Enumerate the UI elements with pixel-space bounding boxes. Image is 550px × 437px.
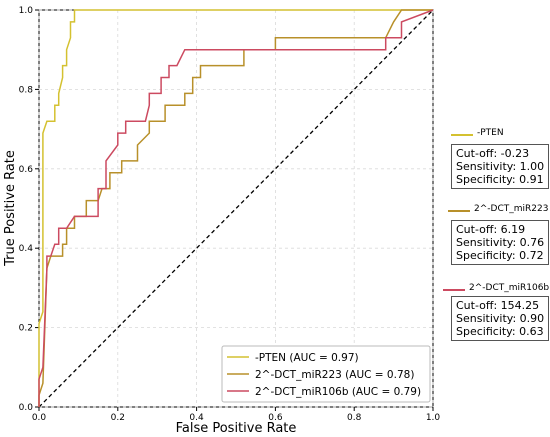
pten-cutoff: Cut-off: -0.23	[456, 147, 530, 160]
y-tick-label: 0.8	[19, 85, 34, 95]
mir223-sensitivity: Sensitivity: 0.76	[456, 236, 545, 249]
legend: -PTEN (AUC = 0.97) 2^-DCT_miR223 (AUC = 0…	[221, 345, 431, 403]
x-tick-label: 1.0	[426, 413, 441, 423]
y-ticks: 0.0 0.2 0.4 0.6 0.8 1.0	[19, 6, 39, 413]
x-tick-label: 0.2	[111, 413, 125, 423]
y-tick-label: 0.2	[19, 324, 33, 334]
mir106b-legend-line	[443, 289, 465, 291]
mir106b-cutoff-box: Cut-off: 154.25 Sensitivity: 0.90 Specif…	[451, 296, 550, 341]
mir223-cutoff-box: Cut-off: 6.19 Sensitivity: 0.76 Specific…	[451, 220, 550, 265]
x-tick-label: 0.8	[347, 413, 362, 423]
y-tick-label: 1.0	[19, 6, 34, 16]
x-axis-label: False Positive Rate	[176, 421, 297, 436]
pten-sensitivity: Sensitivity: 1.00	[456, 160, 545, 173]
mir106b-specificity: Specificity: 0.63	[456, 325, 544, 338]
mir223-legend-line	[448, 210, 470, 212]
mir106b-sensitivity: Sensitivity: 0.90	[456, 312, 545, 325]
mir223-specificity: Specificity: 0.72	[456, 249, 544, 262]
roc-curve-1	[38, 9, 433, 407]
pten-specificity: Specificity: 0.91	[456, 173, 544, 186]
legend-entry-label: 2^-DCT_miR106b (AUC = 0.79)	[255, 386, 421, 398]
x-tick-label: 0.4	[189, 413, 204, 423]
pten-cutoff-box: Cut-off: -0.23 Sensitivity: 1.00 Specifi…	[451, 144, 550, 189]
mir106b-cutoff: Cut-off: 154.25	[456, 299, 540, 312]
x-ticks: 0.0 0.2 0.4 0.6 0.8 1.0	[32, 407, 441, 423]
roc-curve-0	[38, 9, 433, 407]
diagonal-reference-line	[38, 9, 434, 408]
roc-curve-2	[38, 9, 434, 407]
y-axis-label: True Positive Rate	[3, 150, 18, 267]
y-tick-label: 0.6	[19, 165, 34, 175]
roc-series	[38, 9, 434, 407]
x-tick-label: 0.6	[268, 413, 283, 423]
legend-box	[221, 345, 431, 403]
y-tick-label: 0.4	[19, 244, 34, 254]
mir223-cutoff: Cut-off: 6.19	[456, 223, 526, 236]
legend-entry-label: -PTEN (AUC = 0.97)	[255, 352, 359, 364]
y-tick-label: 0.0	[19, 403, 34, 413]
mir223-legend-label: 2^-DCT_miR223	[474, 204, 549, 214]
mir106b-legend-label: 2^-DCT_miR106b	[469, 283, 550, 293]
legend-entry-label: 2^-DCT_miR223 (AUC = 0.78)	[255, 369, 414, 381]
pten-legend-line	[451, 134, 473, 136]
pten-legend-label: -PTEN	[477, 128, 504, 138]
x-tick-label: 0.0	[32, 413, 47, 423]
